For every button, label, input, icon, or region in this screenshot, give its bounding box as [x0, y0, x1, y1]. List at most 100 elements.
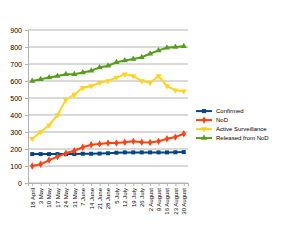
x-tick-label: 2 August [148, 188, 154, 212]
x-tick-mark [167, 183, 168, 186]
x-tick: 31 May [72, 183, 78, 208]
x-tick-label: 7 June [80, 187, 86, 206]
marker [113, 59, 119, 64]
x-tick-label: 3 May [38, 188, 44, 204]
marker [122, 72, 128, 77]
marker [139, 79, 145, 84]
x-tick-label: 24 May [63, 188, 69, 208]
marker [29, 77, 35, 82]
marker [130, 55, 136, 60]
x-tick: 2 August [148, 183, 154, 211]
marker [182, 150, 186, 154]
legend-marker [201, 135, 207, 140]
marker [80, 69, 86, 74]
x-axis-line [29, 184, 189, 187]
x-tick-label: 9 August [156, 188, 162, 212]
x-tick-mark [83, 183, 84, 186]
marker [139, 54, 145, 59]
marker [47, 156, 51, 163]
y-tick-label: 300 [10, 129, 22, 136]
y-tick-mark [25, 183, 28, 184]
y-tick: 100 [10, 163, 28, 170]
legend-marker [202, 116, 206, 123]
marker [64, 150, 68, 157]
marker [72, 147, 76, 154]
marker [71, 71, 77, 76]
series-markers [29, 43, 187, 83]
marker [97, 81, 103, 86]
y-tick-mark [25, 64, 28, 65]
marker [172, 89, 178, 94]
grid-line [28, 98, 188, 99]
marker [114, 139, 118, 146]
x-tick-mark [66, 183, 67, 186]
legend-item: Released from NoD [196, 135, 269, 141]
marker [148, 139, 152, 146]
legend-item: Active Surveillance [196, 126, 267, 133]
marker [39, 152, 43, 156]
series-line [32, 134, 184, 166]
series-line [32, 46, 184, 81]
marker [155, 74, 161, 79]
y-tick: 600 [10, 78, 28, 85]
legend-swatch [196, 110, 212, 112]
y-axis-line [25, 31, 29, 184]
x-tick-label: 21 June [97, 187, 103, 209]
x-tick-label: 14 June [89, 187, 95, 209]
marker [81, 152, 85, 156]
marker [148, 150, 152, 154]
x-tick: 16 August [164, 183, 170, 215]
marker [147, 81, 153, 86]
grid [28, 30, 188, 183]
x-tick: 10 May [46, 183, 52, 208]
series-markers [29, 72, 187, 142]
x-tick: 5 July [114, 183, 120, 204]
marker [88, 67, 94, 72]
marker [38, 76, 44, 81]
x-tick: 7 June [80, 183, 86, 206]
y-tick-label: 400 [10, 112, 22, 119]
marker [97, 140, 101, 147]
y-tick-label: 600 [10, 78, 22, 85]
y-tick-label: 0 [18, 180, 22, 187]
legend-marker [201, 127, 207, 132]
x-tick-label: 23 August [173, 188, 179, 215]
y-tick: 800 [10, 44, 28, 51]
x-tick-mark [49, 183, 50, 186]
x-tick-label: 19 July [131, 188, 137, 207]
marker [165, 150, 169, 154]
y-tick: 400 [10, 112, 28, 119]
x-tick-label: 26 July [139, 188, 145, 207]
y-tick: 200 [10, 146, 28, 153]
y-tick-mark [25, 98, 28, 99]
x-tick: 28 June [105, 183, 111, 209]
x-tick: 12 July [122, 183, 128, 207]
legend-item: Confirmed [196, 108, 244, 114]
marker [63, 71, 69, 76]
grid-line [28, 132, 188, 133]
marker [71, 93, 77, 98]
x-tick-label: 12 July [122, 188, 128, 207]
y-tick-label: 700 [10, 61, 22, 68]
marker [29, 137, 35, 142]
marker [140, 150, 144, 154]
x-tick-label: 31 May [72, 188, 78, 208]
x-tick-mark [175, 183, 176, 186]
x-tick: 17 May [55, 183, 61, 208]
x-tick-mark [142, 183, 143, 186]
marker [173, 150, 177, 154]
y-tick: 300 [10, 129, 28, 136]
marker [47, 152, 51, 156]
x-tick-mark [100, 183, 101, 186]
series-line [32, 74, 184, 139]
marker [130, 74, 136, 79]
marker [54, 113, 60, 118]
marker [131, 138, 135, 145]
marker [46, 74, 52, 79]
marker [106, 151, 110, 155]
marker [155, 47, 161, 52]
x-tick: 26 July [139, 183, 145, 207]
grid-line [28, 47, 188, 48]
marker [147, 50, 153, 55]
legend-item: NoD [196, 116, 229, 123]
